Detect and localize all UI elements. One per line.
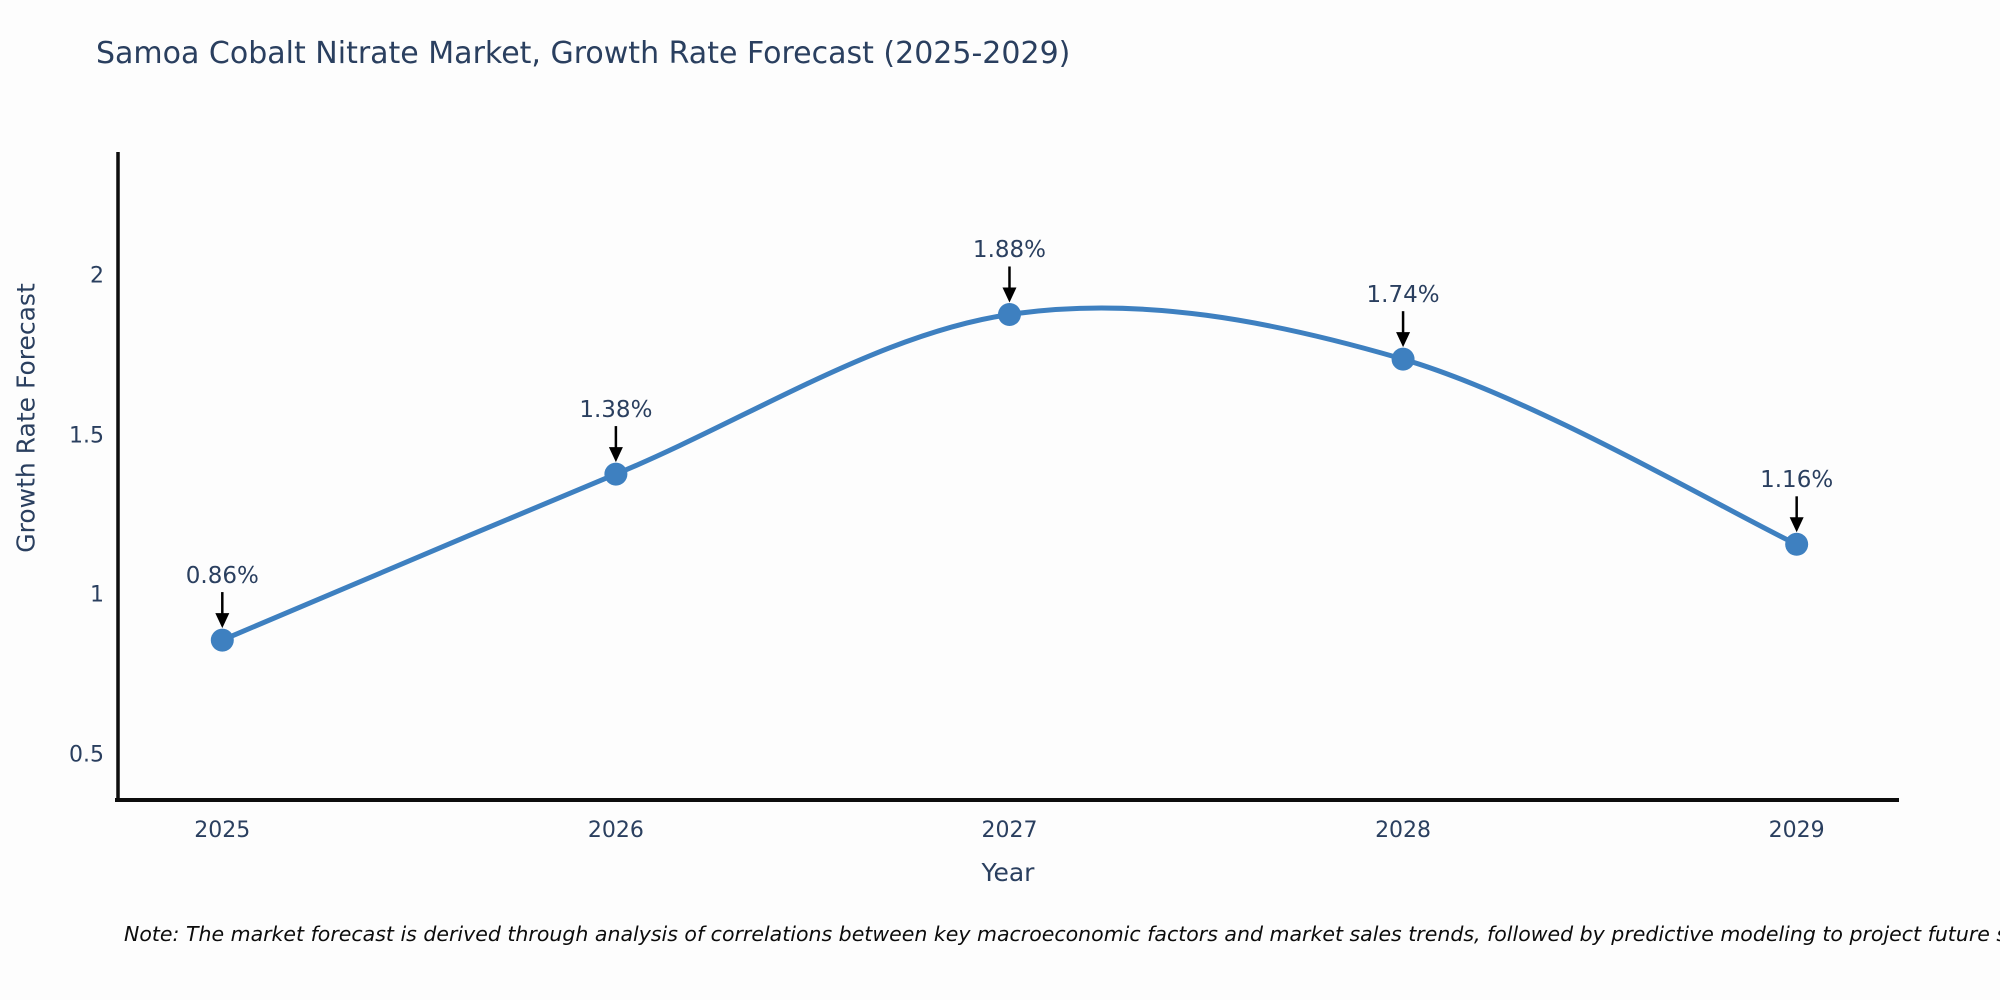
- annotation-arrowhead: [1396, 332, 1411, 348]
- data-point-marker[interactable]: [604, 462, 628, 486]
- point-annotation: 1.38%: [579, 397, 653, 424]
- chart-title: Samoa Cobalt Nitrate Market, Growth Rate…: [96, 36, 1071, 71]
- point-annotation: 1.16%: [1760, 467, 1834, 494]
- y-tick-label: 2: [90, 263, 104, 289]
- forecast-line: [219, 305, 1800, 643]
- data-point-marker[interactable]: [1785, 532, 1809, 556]
- annotation-arrowhead: [1002, 287, 1017, 303]
- x-tick-label: 2025: [194, 818, 251, 843]
- x-tick-label: 2028: [1375, 818, 1432, 843]
- annotation-arrowhead: [1789, 517, 1804, 533]
- y-tick-label: 1: [90, 582, 104, 608]
- y-tick-label: 1.5: [69, 423, 104, 449]
- x-tick-label: 2026: [587, 818, 644, 843]
- x-tick-label: 2029: [1768, 818, 1825, 843]
- x-tick-label: 2027: [981, 818, 1038, 843]
- x-axis-title: Year: [981, 858, 1035, 887]
- data-point-marker[interactable]: [210, 628, 234, 652]
- point-annotation: 0.86%: [185, 563, 259, 590]
- y-tick-label: 0.5: [69, 742, 104, 768]
- annotation-arrowhead: [608, 447, 623, 463]
- data-point-marker[interactable]: [1391, 347, 1415, 371]
- point-annotation: 1.74%: [1366, 282, 1440, 309]
- point-annotation: 1.88%: [972, 237, 1047, 264]
- annotation-arrowhead: [215, 613, 230, 629]
- data-point-marker[interactable]: [997, 302, 1021, 326]
- footnote: Note: The market forecast is derived thr…: [124, 922, 2000, 946]
